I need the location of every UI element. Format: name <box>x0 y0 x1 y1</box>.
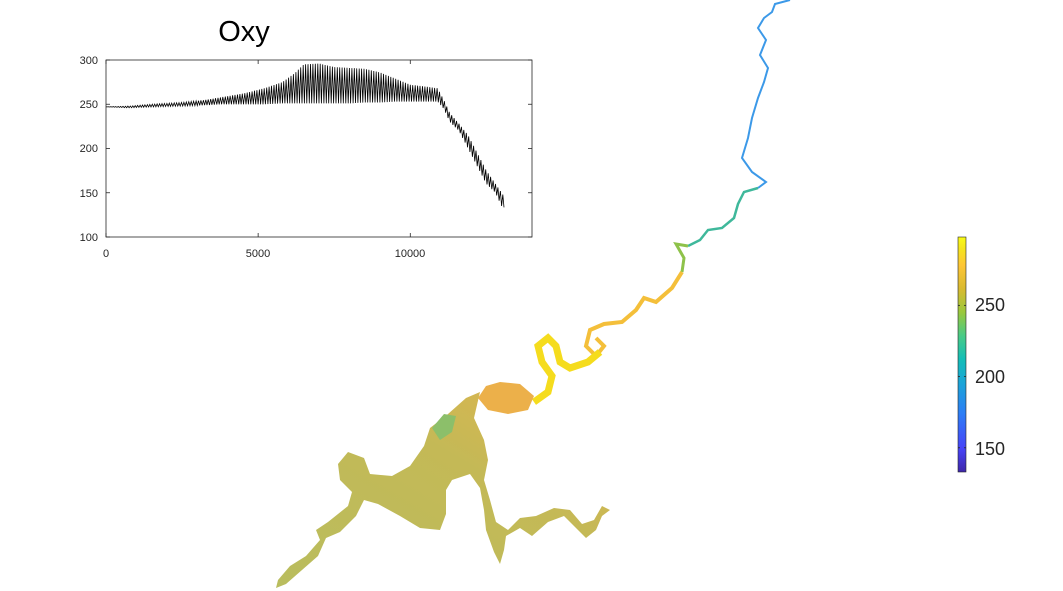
chart-title: Oxy <box>218 16 270 48</box>
river-upper-channel <box>740 0 791 189</box>
colorbar: 250 200 150 <box>957 236 1005 473</box>
x-tick-label: 0 <box>103 248 109 260</box>
river-green-channel <box>673 242 689 273</box>
colorbar-tick-label: 250 <box>975 295 1005 315</box>
x-tick-label: 10000 <box>395 248 426 260</box>
y-tick-label: 250 <box>80 99 98 111</box>
colorbar-tick-label: 150 <box>975 439 1005 459</box>
river-teal-channel <box>687 186 759 248</box>
y-tick-label: 100 <box>80 232 98 244</box>
y-tick-label: 150 <box>80 188 98 200</box>
river-map <box>276 0 791 588</box>
estuary-green-patch <box>432 414 456 440</box>
colorbar-ticks <box>958 304 966 449</box>
y-axis: 300 250 200 150 100 <box>80 55 98 244</box>
inset-chart: Oxy 300 250 200 150 100 0 5000 10000 <box>80 16 533 260</box>
river-orange-channel <box>583 270 684 359</box>
river-yellow-channel <box>531 333 603 405</box>
colorbar-tick-label: 200 <box>975 367 1005 387</box>
x-tick-label: 5000 <box>246 248 270 260</box>
inset-plot-area <box>105 59 532 238</box>
oxy-series-line <box>106 63 505 208</box>
estuary-body <box>276 392 610 588</box>
colorbar-gradient <box>957 236 967 473</box>
y-tick-label: 200 <box>80 143 98 155</box>
x-axis: 0 5000 10000 <box>103 248 425 260</box>
inset-background <box>105 59 533 238</box>
river-bay <box>478 382 534 414</box>
y-tick-label: 300 <box>80 55 98 67</box>
